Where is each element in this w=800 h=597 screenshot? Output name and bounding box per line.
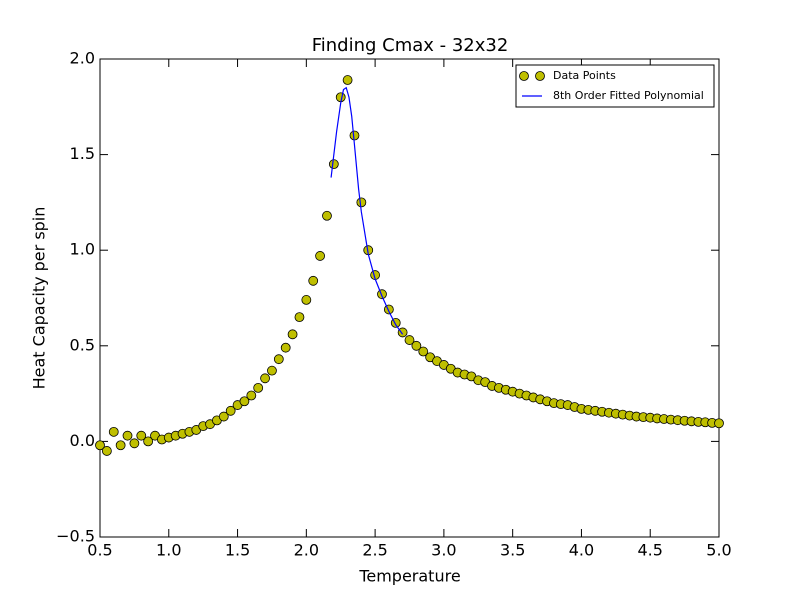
data-point <box>267 365 277 376</box>
data-point <box>218 411 229 422</box>
legend-box <box>515 64 715 108</box>
data-point <box>404 335 415 345</box>
data-point <box>246 390 257 401</box>
x-tick-label: 3.5 <box>500 541 525 560</box>
data-point <box>129 438 140 449</box>
legend-label: Data Points <box>553 69 616 82</box>
data-point <box>122 430 133 441</box>
data-point <box>260 373 270 384</box>
data-point <box>225 405 236 416</box>
y-tick-label: 1.0 <box>70 240 95 259</box>
data-point <box>101 446 112 456</box>
data-point <box>342 75 353 85</box>
data-point <box>108 426 119 437</box>
data-point <box>315 251 325 261</box>
y-axis-label: Heat Capacity per spin <box>30 207 49 390</box>
data-point <box>328 159 339 170</box>
x-tick-label: 4.5 <box>637 541 662 560</box>
legend-label: 8th Order Fitted Polynomial <box>553 89 704 102</box>
data-point <box>397 327 408 338</box>
x-tick-label: 3.0 <box>431 541 456 560</box>
data-point <box>294 312 305 323</box>
x-tick-label: 1.5 <box>225 541 250 560</box>
y-tick-label: 0.0 <box>70 431 95 450</box>
data-point <box>95 440 105 451</box>
data-point <box>287 329 298 340</box>
data-point <box>322 210 332 221</box>
y-tick-label: 1.5 <box>70 144 95 163</box>
data-point <box>280 342 291 353</box>
data-point <box>714 418 724 429</box>
x-tick-label: 1.0 <box>156 541 181 560</box>
data-point <box>143 436 154 447</box>
data-point <box>356 197 367 208</box>
chart-title: Finding Cmax - 32x32 <box>312 35 509 56</box>
x-tick-label: 2.5 <box>362 541 387 560</box>
y-tick-label: 2.0 <box>70 49 95 68</box>
x-tick-label: 5.0 <box>706 541 731 560</box>
x-axis-label: Temperature <box>358 567 460 586</box>
data-point <box>411 340 422 351</box>
x-tick-label: 2.0 <box>294 541 319 560</box>
fit-line <box>330 86 404 335</box>
data-point <box>115 440 126 451</box>
data-point <box>239 396 250 407</box>
data-point <box>349 130 360 141</box>
y-tick-label: 0.5 <box>70 335 95 354</box>
data-point <box>418 346 429 357</box>
data-point <box>308 275 319 286</box>
data-point <box>301 295 312 305</box>
plot-frame <box>99 58 720 538</box>
legend-marker <box>519 71 529 81</box>
legend-marker <box>535 71 545 81</box>
data-point <box>253 382 264 393</box>
data-point <box>273 354 284 365</box>
data-point <box>136 430 147 441</box>
y-tick-label: −0.5 <box>56 527 95 546</box>
x-tick-label: 0.5 <box>87 541 112 560</box>
x-tick-label: 4.0 <box>569 541 594 560</box>
